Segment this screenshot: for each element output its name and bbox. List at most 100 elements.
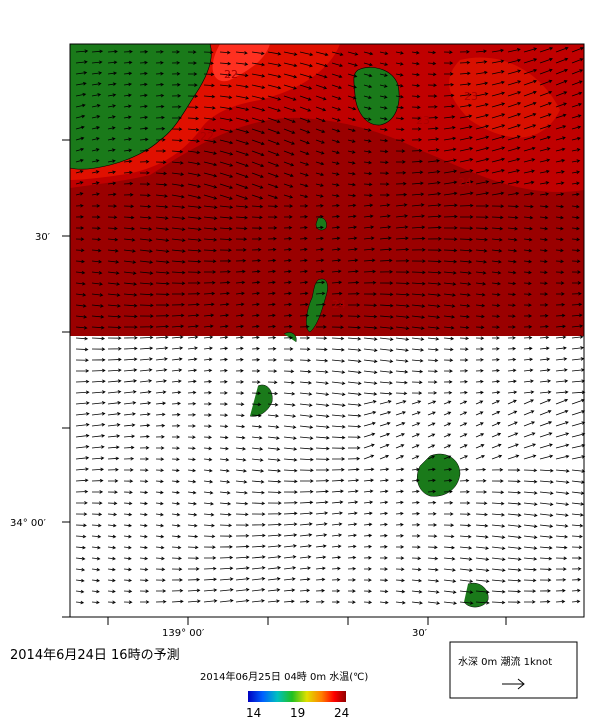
current-arrow bbox=[507, 215, 519, 220]
current-arrow bbox=[411, 315, 426, 319]
current-arrow bbox=[219, 280, 231, 285]
current-arrow bbox=[171, 194, 185, 199]
current-arrow bbox=[267, 414, 279, 418]
current-arrow bbox=[395, 433, 405, 438]
current-arrow bbox=[171, 357, 183, 361]
current-arrow bbox=[523, 379, 534, 383]
current-arrow bbox=[123, 423, 136, 427]
current-arrow bbox=[203, 139, 217, 144]
current-arrow bbox=[315, 280, 326, 285]
current-arrow bbox=[395, 348, 409, 352]
current-arrow bbox=[267, 458, 281, 462]
current-arrow bbox=[331, 193, 340, 198]
current-arrow bbox=[203, 577, 217, 582]
current-arrow bbox=[491, 237, 503, 242]
current-arrow bbox=[251, 62, 266, 67]
current-arrow bbox=[171, 578, 183, 582]
current-arrow bbox=[379, 522, 388, 527]
current-arrow bbox=[251, 335, 260, 340]
current-arrow bbox=[91, 423, 106, 427]
current-arrow bbox=[203, 248, 217, 253]
current-arrow bbox=[571, 390, 586, 395]
current-arrow bbox=[347, 128, 356, 133]
current-arrow bbox=[459, 282, 472, 286]
current-arrow bbox=[251, 139, 265, 146]
current-arrow bbox=[251, 204, 264, 209]
current-arrow bbox=[107, 271, 120, 275]
current-arrow bbox=[395, 411, 406, 416]
current-arrow bbox=[571, 281, 582, 285]
current-arrow bbox=[251, 577, 266, 581]
current-arrow bbox=[299, 236, 308, 241]
current-arrow bbox=[475, 490, 488, 494]
current-arrow bbox=[555, 68, 569, 75]
current-arrow bbox=[139, 357, 153, 361]
current-arrow bbox=[171, 512, 181, 517]
current-arrow bbox=[347, 51, 359, 56]
current-arrow bbox=[299, 577, 311, 582]
current-arrow bbox=[507, 479, 521, 484]
current-arrow bbox=[331, 577, 341, 582]
current-arrow bbox=[203, 172, 218, 178]
current-arrow bbox=[315, 392, 330, 396]
current-arrow bbox=[571, 181, 580, 186]
current-arrow bbox=[251, 226, 263, 230]
current-arrow bbox=[315, 555, 327, 559]
current-arrow bbox=[315, 414, 330, 418]
current-arrow bbox=[491, 168, 505, 174]
current-arrow bbox=[203, 72, 215, 77]
current-arrow bbox=[571, 491, 585, 495]
current-arrow bbox=[171, 567, 183, 571]
current-arrow bbox=[507, 281, 517, 286]
current-arrow bbox=[539, 556, 553, 561]
current-arrow bbox=[155, 149, 167, 153]
current-arrow bbox=[187, 313, 200, 318]
current-arrow bbox=[555, 421, 569, 427]
current-arrow bbox=[363, 370, 378, 375]
current-arrow bbox=[539, 46, 554, 53]
current-arrow bbox=[203, 545, 216, 549]
current-arrow bbox=[411, 358, 424, 363]
current-arrow bbox=[427, 523, 438, 527]
current-arrow bbox=[155, 599, 167, 604]
current-arrow bbox=[155, 160, 167, 165]
current-arrow bbox=[523, 546, 538, 550]
current-arrow bbox=[187, 599, 201, 603]
current-arrow bbox=[219, 226, 233, 231]
current-arrow bbox=[523, 124, 537, 130]
current-arrow bbox=[427, 259, 442, 264]
current-arrow bbox=[187, 105, 199, 110]
current-arrow bbox=[75, 467, 89, 471]
current-arrow bbox=[523, 443, 537, 449]
current-arrow bbox=[315, 236, 324, 241]
current-arrow bbox=[219, 205, 234, 209]
current-arrow bbox=[91, 358, 106, 362]
current-arrow bbox=[331, 425, 346, 429]
current-arrow bbox=[427, 556, 439, 561]
current-arrow bbox=[203, 227, 218, 231]
current-arrow bbox=[203, 205, 218, 210]
current-arrow bbox=[347, 62, 358, 67]
current-arrow bbox=[395, 181, 407, 186]
current-arrow bbox=[347, 337, 362, 341]
current-arrow bbox=[491, 91, 506, 97]
current-arrow bbox=[75, 103, 86, 108]
current-arrow bbox=[283, 236, 293, 241]
current-arrow bbox=[331, 291, 343, 296]
current-arrow bbox=[363, 139, 372, 143]
current-arrow bbox=[219, 469, 230, 473]
current-arrow bbox=[571, 502, 585, 506]
current-arrow bbox=[171, 435, 181, 439]
current-arrow bbox=[491, 281, 501, 286]
current-arrow bbox=[523, 292, 532, 297]
current-arrow bbox=[91, 93, 102, 97]
current-arrow bbox=[395, 478, 405, 483]
current-arrow bbox=[411, 170, 424, 175]
current-arrow bbox=[507, 502, 522, 506]
current-arrow bbox=[411, 248, 426, 252]
current-arrow bbox=[555, 136, 566, 141]
current-arrow bbox=[411, 159, 423, 164]
current-arrow bbox=[283, 269, 292, 274]
current-arrow bbox=[379, 258, 393, 263]
current-arrow bbox=[203, 161, 218, 167]
